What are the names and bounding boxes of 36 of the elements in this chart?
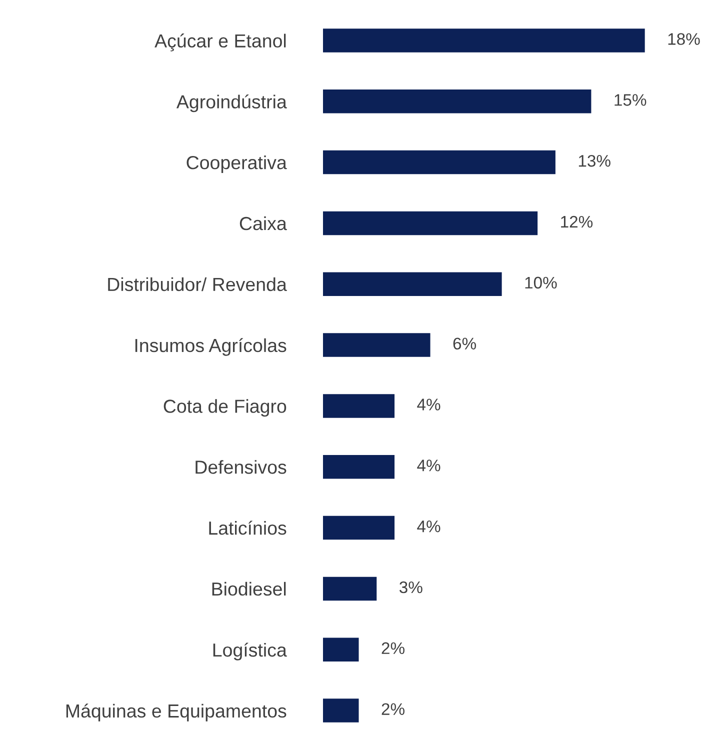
y-tick-label: Defensivos [196,460,286,474]
bar [323,516,395,540]
data-label: 4% [417,398,440,410]
bar [323,454,395,479]
y-tick-label: Máquinas e Equipamentos [66,704,286,722]
data-label: 3% [400,581,422,594]
y-tick-label: Insumos Agrícolas [135,338,286,356]
bar [323,211,538,236]
data-label: 4% [417,520,440,532]
data-label: 15% [614,94,646,106]
bar [323,638,359,662]
bar [323,89,592,114]
y-tick-label: Logística [213,642,287,660]
y-tick-label: Biodiesel [212,582,286,596]
y-tick-label: Agroindústria [176,94,287,112]
bar [323,28,645,52]
y-tick-label: Caixa [240,216,287,230]
bar [323,333,430,357]
bar [323,576,377,601]
data-label: 4% [417,460,440,472]
y-tick-label: Açúcar e Etanol [154,34,286,52]
data-label: 13% [578,154,610,167]
data-label: 2% [382,642,404,654]
bar [323,698,359,722]
data-label: 18% [668,33,700,45]
bar [323,272,502,296]
bar [323,150,556,174]
bar [323,394,395,418]
y-tick-label: Distribuidor/ Revenda [108,277,287,292]
y-tick-label: Cooperativa [186,156,287,173]
data-label: 2% [382,703,404,715]
y-tick-label: Cota de Fiagro [164,399,286,417]
data-label: 6% [453,338,476,350]
data-label: 12% [561,216,593,228]
data-label: 10% [525,276,557,289]
y-tick-label: Laticínios [209,520,286,535]
